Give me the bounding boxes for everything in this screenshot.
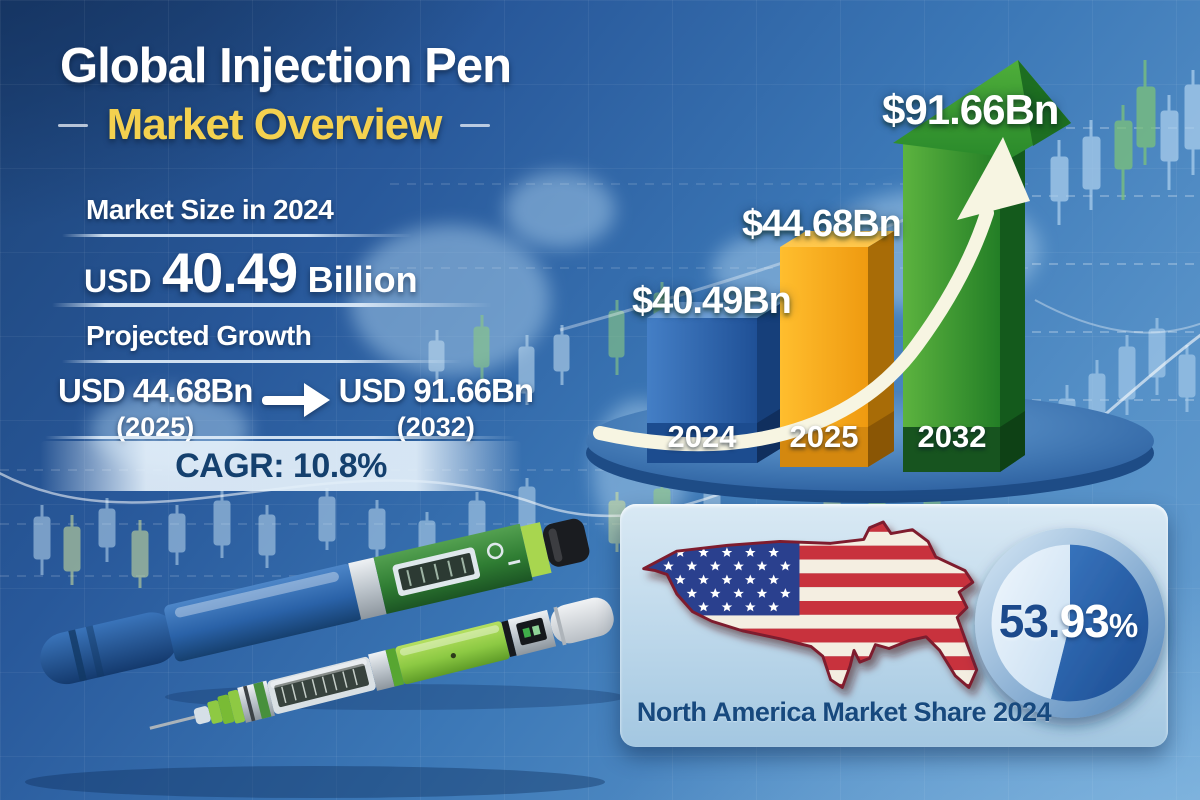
region-panel-caption: North America Market Share 2024 <box>636 697 1052 727</box>
injection-pen-green <box>149 597 614 730</box>
share-value-suffix: 93 <box>1059 595 1110 647</box>
pie-slice-rest <box>991 544 1070 700</box>
cagr-value: CAGR: 10.8% <box>175 446 387 485</box>
pie-slice-north-america <box>1050 544 1149 702</box>
page-subtitle: Market Overview <box>106 100 443 149</box>
growth-to-value: USD 91.66Bn <box>338 372 534 409</box>
pen-needle <box>149 715 196 730</box>
market-size-number: 40.49 <box>162 241 298 304</box>
market-share-pie-chart <box>974 527 1166 719</box>
bar-2032 <box>893 60 1071 472</box>
growth-swoosh-arrow <box>593 137 1030 452</box>
growth-from: USD 44.68Bn (2025) <box>58 372 253 443</box>
subtitle-dash-right <box>460 123 490 127</box>
market-size-value: USD 40.49 Billion <box>84 240 418 305</box>
divider <box>52 303 492 307</box>
injection-pens-illustration <box>25 518 625 798</box>
subtitle-dash-left <box>58 123 88 127</box>
pens-shadow <box>25 766 605 798</box>
projected-growth-label: Projected Growth <box>86 320 312 351</box>
divider <box>62 360 462 363</box>
market-size-currency: USD <box>84 263 152 299</box>
divider <box>62 234 412 237</box>
bar-2032-year-label: 2032 <box>917 419 987 454</box>
growth-arrow-icon <box>258 382 334 418</box>
market-size-unit: Billion <box>307 259 418 300</box>
market-size-label: Market Size in 2024 <box>86 194 334 225</box>
page-subtitle-row: Market Overview <box>58 100 490 150</box>
market-share-value: 53.93% <box>966 594 1170 648</box>
share-percent-sign: % <box>1108 607 1138 644</box>
share-value-prefix: 53. <box>998 595 1061 647</box>
bar-chart <box>586 60 1154 503</box>
growth-to: USD 91.66Bn (2032) <box>338 372 534 443</box>
projected-growth-row: USD 44.68Bn (2025) USD 91.66Bn (2032) <box>58 372 534 443</box>
bar-2025-value-label: $44.68Bn <box>742 203 902 245</box>
cagr-band: CAGR: 10.8% <box>40 441 522 491</box>
bar-2024-value-label: $40.49Bn <box>632 280 792 322</box>
growth-from-value: USD 44.68Bn <box>58 372 253 409</box>
page-title: Global Injection Pen <box>60 39 512 93</box>
bar-2032-value-label: $91.66Bn <box>882 86 1059 133</box>
injection-pen-blue <box>40 518 590 685</box>
bar-2025 <box>780 231 894 467</box>
usa-flag-map <box>642 520 979 689</box>
bar-2025-year-label: 2025 <box>789 419 859 454</box>
divider <box>45 436 515 439</box>
bar-2024-year-label: 2024 <box>667 419 737 454</box>
